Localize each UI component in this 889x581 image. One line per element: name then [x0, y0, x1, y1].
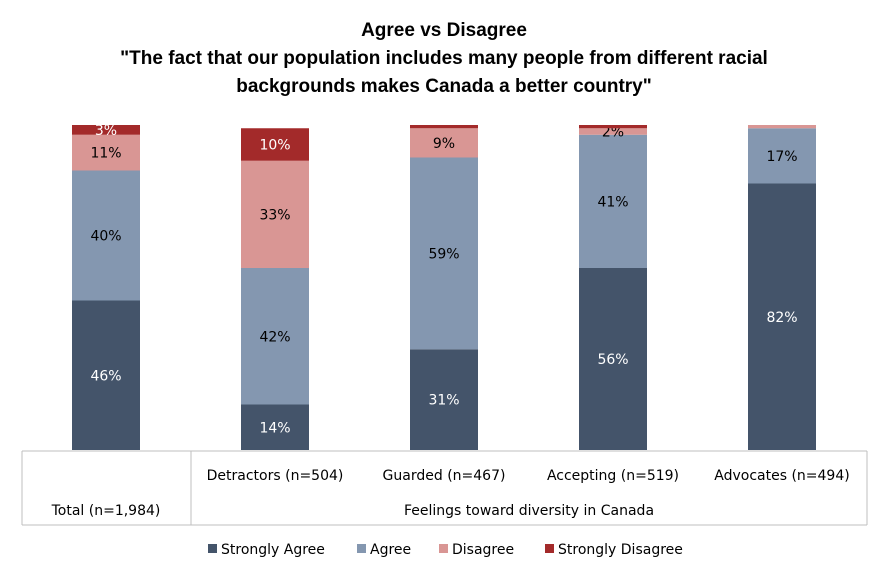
group-label: Feelings toward diversity in Canada	[404, 503, 654, 519]
legend-swatch-agree	[357, 544, 366, 553]
data-label-detractors-strongly-disagree: 10%	[259, 138, 290, 154]
bar-guarded-strongly-disagree	[410, 125, 478, 129]
bar-detractors-agree	[241, 268, 309, 405]
data-label-guarded-strongly-agree: 31%	[428, 393, 459, 409]
data-label-detractors-strongly-agree: 14%	[259, 420, 290, 436]
bars-group: 46% 40% 11% 3% 14% 42% 33% 10% 31% 59% 9% 56% 41% 2% 8…	[72, 123, 816, 450]
legend-label-strongly-agree: Strongly Agree	[221, 542, 325, 558]
data-label-total-strongly-disagree: 3%	[95, 123, 117, 139]
bar-total-strongly-disagree	[72, 125, 140, 135]
bar-detractors-disagree	[241, 160, 309, 268]
category-label-detractors: Detractors (n=504)	[207, 468, 344, 484]
bar-accepting-disagree	[579, 128, 647, 135]
category-label-accepting: Accepting (n=519)	[547, 468, 679, 484]
legend-swatch-strongly-disagree	[545, 544, 554, 553]
bar-accepting-strongly-disagree	[579, 125, 647, 129]
bar-total-agree	[72, 170, 140, 301]
bar-guarded-disagree	[410, 128, 478, 158]
data-label-detractors-agree: 42%	[259, 329, 290, 345]
bar-advocates-strongly-agree	[748, 183, 816, 450]
bar-detractors-strongly-disagree	[241, 128, 309, 161]
bar-total-strongly-agree	[72, 300, 140, 450]
legend: Strongly Agree Agree Disagree Strongly Disa…	[208, 542, 683, 558]
data-label-accepting-strongly-agree: 56%	[597, 352, 628, 368]
chart-subtitle-line-2: backgrounds makes Canada a better countr…	[236, 76, 652, 97]
data-label-total-strongly-agree: 46%	[90, 368, 121, 384]
legend-swatch-disagree	[439, 544, 448, 553]
bar-accepting-strongly-agree	[579, 268, 647, 450]
category-axis-table: Total (n=1,984) Detractors (n=504) Guarded…	[21, 450, 868, 526]
data-label-guarded-agree: 59%	[428, 246, 459, 262]
bar-total-disagree	[72, 134, 140, 171]
category-label-total: Total (n=1,984)	[51, 503, 161, 519]
bar-detractors-strongly-agree	[241, 404, 309, 450]
legend-label-disagree: Disagree	[452, 542, 514, 558]
legend-label-strongly-disagree: Strongly Disagree	[558, 542, 683, 558]
data-label-accepting-disagree: 2%	[602, 125, 624, 141]
category-label-guarded: Guarded (n=467)	[383, 468, 506, 484]
bar-advocates-agree	[748, 128, 816, 184]
legend-label-agree: Agree	[370, 542, 411, 558]
chart-title: Agree vs Disagree	[361, 20, 527, 41]
bar-advocates-disagree	[748, 125, 816, 129]
data-label-total-agree: 40%	[90, 229, 121, 245]
bar-guarded-agree	[410, 157, 478, 350]
bar-guarded-strongly-agree	[410, 349, 478, 450]
legend-swatch-strongly-agree	[208, 544, 217, 553]
data-label-detractors-disagree: 33%	[259, 207, 290, 223]
bar-accepting-agree	[579, 134, 647, 268]
chart-subtitle-line-1: "The fact that our population includes m…	[120, 48, 768, 69]
data-label-total-disagree: 11%	[90, 146, 121, 162]
data-label-guarded-disagree: 9%	[433, 136, 455, 152]
data-label-advocates-agree: 17%	[766, 149, 797, 165]
data-label-accepting-agree: 41%	[597, 194, 628, 210]
data-label-advocates-strongly-agree: 82%	[766, 310, 797, 326]
category-label-advocates: Advocates (n=494)	[714, 468, 849, 484]
